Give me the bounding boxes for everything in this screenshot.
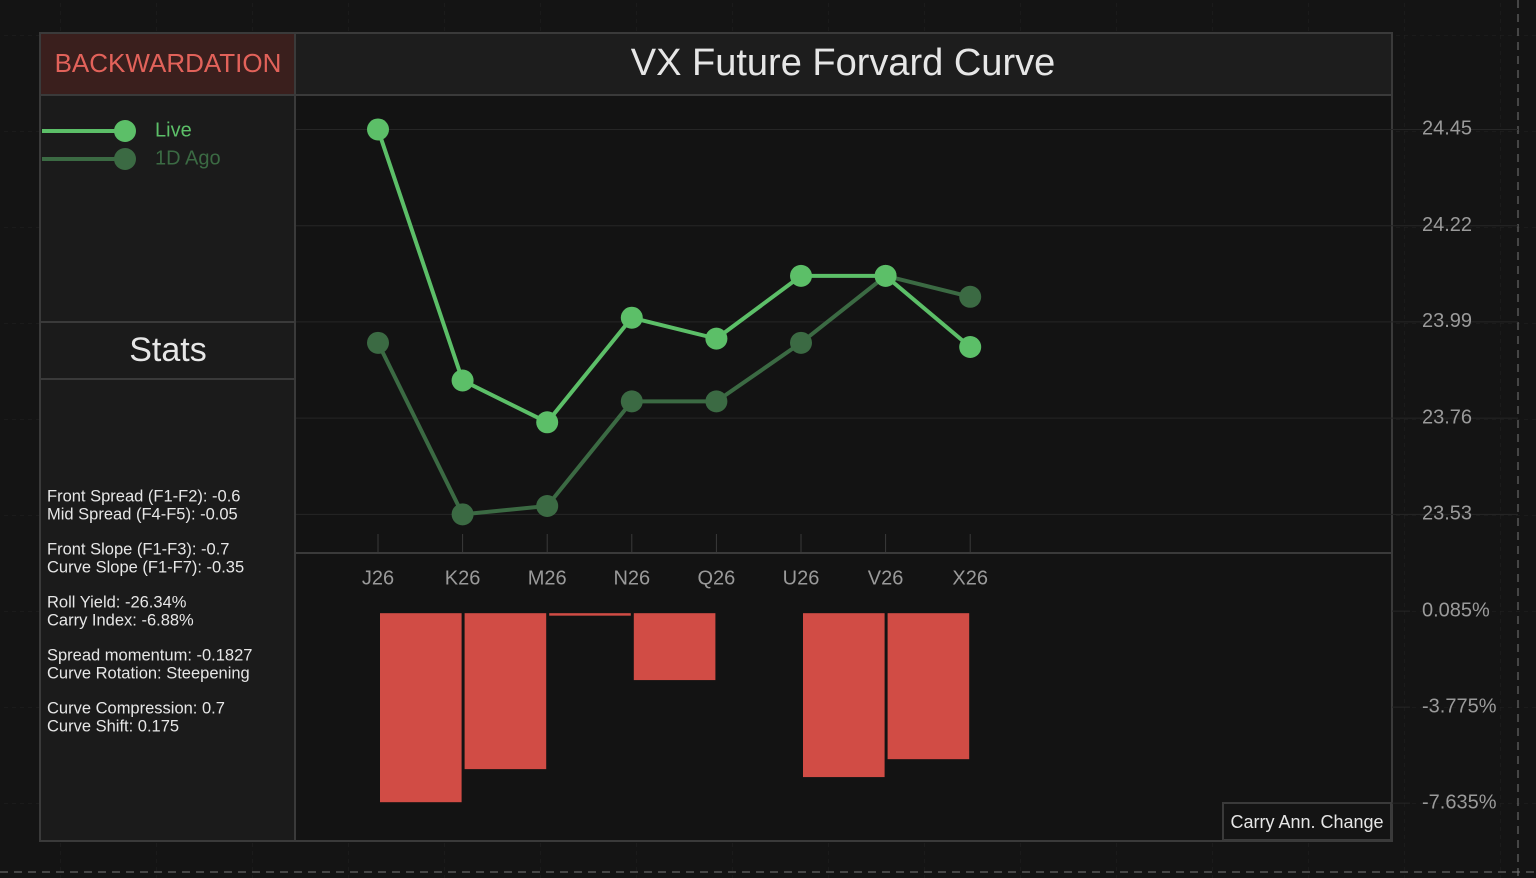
- point: [705, 327, 728, 350]
- badge: BACKWARDATION: [55, 48, 282, 78]
- bar: [380, 613, 462, 803]
- x-tick-label: Q26: [697, 567, 735, 589]
- y-tick-label: -7.635%: [1422, 791, 1497, 813]
- y-tick-label: 24.22: [1422, 214, 1472, 236]
- point: [536, 411, 559, 434]
- point: [959, 285, 982, 308]
- bar: [803, 613, 885, 778]
- bar: [887, 613, 970, 760]
- stat-line: Roll Yield: -26.34%: [47, 593, 187, 611]
- stat-line: Spread momentum: -0.1827: [47, 646, 252, 664]
- point: [451, 369, 474, 392]
- plot: 23.53 23.76 23.99 24.22 24.45 J26 K26 M26 N26 Q26…: [296, 118, 1518, 841]
- point: [959, 336, 982, 359]
- series-line: [376, 273, 971, 517]
- stat-line: Curve Compression: 0.7: [47, 699, 225, 717]
- bar: [464, 613, 547, 770]
- bar: [633, 613, 716, 681]
- stat-line: Carry Index: -6.88%: [47, 611, 194, 629]
- stats-title: Stats: [129, 331, 206, 369]
- legend-label: Carry Ann. Change: [1230, 812, 1383, 832]
- point: [790, 264, 812, 287]
- bar: [549, 613, 631, 616]
- legend-marker: [114, 148, 136, 170]
- point: [620, 390, 643, 413]
- stat-line: Mid Spread (F4-F5): -0.05: [47, 505, 238, 523]
- x-tick-label: N26: [613, 567, 650, 589]
- legend-label: Live: [155, 119, 192, 141]
- point: [874, 264, 897, 287]
- legend-box: [1222, 802, 1392, 841]
- x-tick-label: K26: [445, 567, 481, 589]
- x-tick-label: V26: [868, 567, 904, 589]
- series-line: [376, 128, 972, 425]
- stat-line: Curve Rotation: Steepening: [47, 664, 250, 682]
- y-tick-label: 0.085%: [1422, 599, 1490, 621]
- point: [620, 306, 643, 329]
- point: [536, 494, 559, 517]
- legend-marker: [114, 120, 136, 142]
- legend-label: 1D Ago: [155, 147, 221, 169]
- chart-title: VX Future Forvard Curve: [631, 42, 1055, 84]
- y-tick-label: 23.76: [1422, 406, 1472, 428]
- y-tick-label: -3.775%: [1422, 695, 1497, 717]
- point: [451, 503, 474, 526]
- x-tick-label: J26: [362, 567, 394, 589]
- title-bar: [296, 34, 1391, 95]
- stat-line: Curve Shift: 0.175: [47, 717, 179, 735]
- x-tick-label: M26: [528, 567, 567, 589]
- badge-bg: [41, 34, 294, 95]
- stat-line: Front Slope (F1-F3): -0.7: [47, 540, 229, 558]
- y-tick-label: 24.45: [1422, 118, 1472, 140]
- x-tick-label: U26: [783, 567, 820, 589]
- x-tick-label: X26: [952, 567, 988, 589]
- point: [367, 331, 389, 354]
- y-tick-label: 23.99: [1422, 310, 1472, 332]
- side-panel: [41, 34, 294, 840]
- stat-line: Curve Slope (F1-F7): -0.35: [47, 558, 244, 576]
- point: [705, 390, 728, 413]
- y-tick-label: 23.53: [1422, 503, 1472, 525]
- stat-line: Front Spread (F1-F2): -0.6: [47, 487, 240, 505]
- point: [367, 118, 389, 141]
- point: [790, 331, 812, 354]
